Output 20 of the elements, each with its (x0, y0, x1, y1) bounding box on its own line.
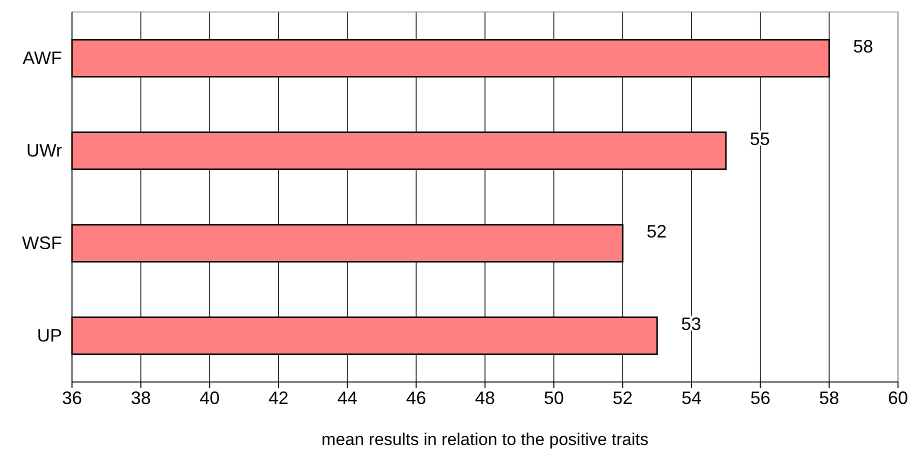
y-tick-label: UWr (26, 140, 62, 161)
y-tick-label: AWF (22, 48, 62, 68)
x-tick-label: 56 (750, 388, 770, 408)
x-tick-label: 54 (681, 388, 702, 408)
x-tick-label: 46 (406, 388, 426, 408)
x-tick-label: 50 (544, 388, 564, 408)
x-tick-label: 44 (337, 388, 358, 408)
y-tick-label: WSF (22, 233, 62, 254)
x-tick-label: 42 (268, 388, 289, 408)
x-tick-label: 48 (474, 388, 496, 408)
x-tick-label: 60 (888, 388, 908, 408)
y-tick-label: UP (36, 326, 62, 346)
x-tick-label: 40 (200, 388, 220, 408)
x-axis-title: mean results in relation to the positive traits (322, 430, 648, 449)
x-tick-label: 36 (62, 388, 82, 408)
x-tick-label: 58 (819, 388, 840, 408)
data-label: 52 (646, 221, 667, 242)
x-tick-label: 38 (130, 388, 151, 408)
data-label: 58 (853, 36, 874, 56)
x-tick-label: 52 (612, 388, 633, 408)
